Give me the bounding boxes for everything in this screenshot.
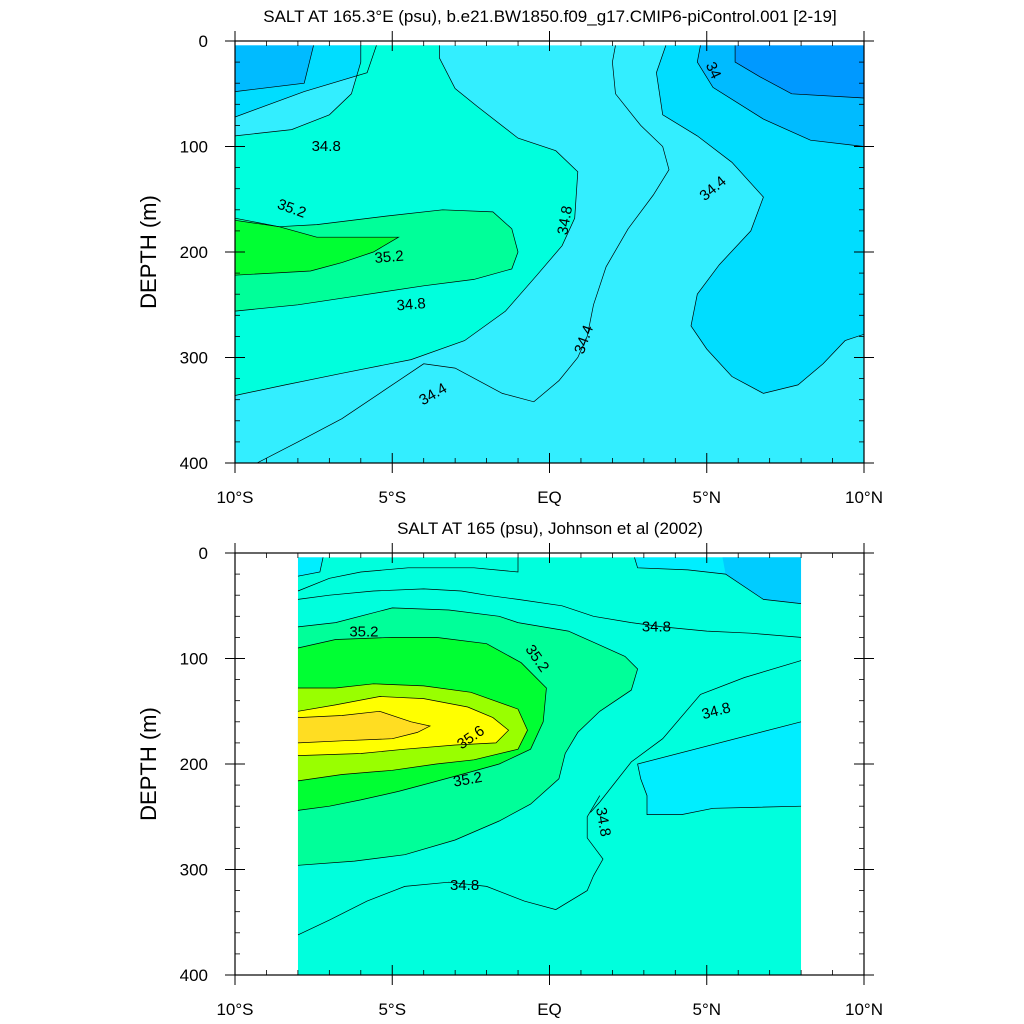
y-tick-label: 300: [180, 861, 208, 880]
contour-line-35-6: [297, 696, 510, 756]
y-tick-label: 0: [199, 544, 208, 563]
salinity-region-34: [697, 45, 864, 147]
y-tick-label: 0: [199, 32, 208, 51]
contour-line-34-4: [256, 45, 670, 463]
salinity-region-35-8: [297, 711, 430, 743]
salinity-region-34: [235, 45, 314, 92]
model-y-axis-title: DEPTH (m): [136, 195, 161, 309]
contour-line-34-6: [297, 588, 802, 638]
x-tick-label: 10°N: [845, 488, 883, 507]
contour-line-35-2: [235, 219, 400, 276]
salinity-region-34-4: [297, 557, 324, 577]
contour-line-34-4: [634, 557, 802, 604]
contour-line-34-2: [696, 45, 864, 147]
contour-label: 34.8: [592, 806, 614, 838]
contour-line-35-8: [297, 710, 432, 744]
observed-y-axis-title: DEPTH (m): [136, 707, 161, 821]
y-tick-label: 200: [180, 243, 208, 262]
x-tick-label: 5°S: [378, 1000, 406, 1019]
model-chart-title: SALT AT 165.3°E (psu), b.e21.BW1850.f09_…: [263, 7, 836, 26]
contour-line-34-6: [297, 795, 604, 936]
contour-line-35-4: [297, 683, 528, 782]
x-tick-label: 10°S: [216, 1000, 253, 1019]
salinity-region-34-2: [235, 45, 377, 117]
contour-line-34-8: [235, 209, 519, 312]
observed-axes: 10°S 5°S EQ 5°N 10°N 0 100 200 300 400: [180, 543, 883, 1019]
model-salinity-panel: SALT AT 165.3°E (psu), b.e21.BW1850.f09_…: [136, 7, 883, 507]
salinity-region-34-2: [656, 45, 864, 394]
x-tick-label: 5°S: [378, 488, 406, 507]
y-tick-label: 400: [180, 966, 208, 985]
contour-line-34-2: [656, 45, 864, 394]
y-tick-label: 200: [180, 755, 208, 774]
contour-line-34-6: [590, 660, 802, 813]
contour-label: 34.8: [554, 204, 576, 236]
x-tick-label: 10°N: [845, 1000, 883, 1019]
contour-line-35-2: [297, 637, 547, 811]
contour-label: 34.8: [700, 699, 733, 723]
contour-label: 34.8: [396, 295, 427, 314]
contour-label: 35.2: [452, 769, 484, 791]
contour-label: 35.2: [374, 248, 405, 267]
observed-salinity-panel: SALT AT 165 (psu), Johnson et al (2002) …: [136, 519, 883, 1019]
contour-label: 34.8: [312, 138, 341, 155]
observed-chart-title: SALT AT 165 (psu), Johnson et al (2002): [397, 519, 703, 538]
contour-line-34: [734, 45, 864, 99]
contour-line-34-4: [297, 557, 324, 577]
contour-label: 34: [702, 59, 724, 81]
x-tick-label: 5°N: [692, 1000, 721, 1019]
y-tick-label: 400: [180, 454, 208, 473]
contour-line-34-6: [235, 45, 579, 396]
y-tick-label: 100: [180, 138, 208, 157]
x-tick-label: 10°S: [216, 488, 253, 507]
salinity-region-34-4: [637, 721, 802, 815]
salinity-region-33-8: [735, 45, 864, 98]
contour-line-34-4: [637, 721, 802, 815]
contour-label: 34.8: [450, 877, 479, 894]
contour-line-35: [297, 607, 638, 866]
y-tick-label: 100: [180, 650, 208, 669]
x-tick-label: EQ: [537, 1000, 562, 1019]
contour-line-34-2: [235, 45, 377, 118]
model-axes: 10°S 5°S EQ 5°N 10°N 0 100 200 300 400: [180, 31, 883, 507]
x-tick-label: EQ: [537, 488, 562, 507]
observed-plot-area: 35.235.234.835.634.835.234.834.8: [297, 557, 802, 975]
contour-line-34-6: [297, 557, 519, 592]
salinity-region-35-2: [235, 220, 399, 276]
contour-line-34: [235, 45, 314, 92]
y-tick-label: 300: [180, 349, 208, 368]
contour-label: 35.2: [349, 624, 378, 641]
x-tick-label: 5°N: [692, 488, 721, 507]
contour-label: 34.8: [642, 618, 671, 635]
salinity-region-34-2: [722, 557, 802, 604]
contour-line-34-6: [235, 45, 362, 137]
